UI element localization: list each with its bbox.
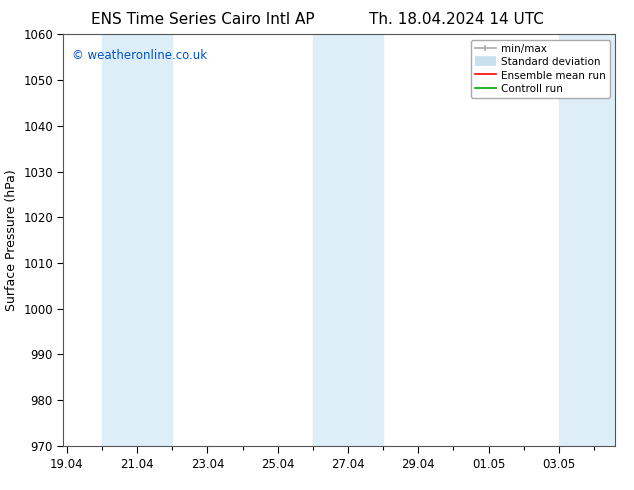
Bar xyxy=(313,34,383,446)
Text: ENS Time Series Cairo Intl AP: ENS Time Series Cairo Intl AP xyxy=(91,12,314,27)
Text: Th. 18.04.2024 14 UTC: Th. 18.04.2024 14 UTC xyxy=(369,12,544,27)
Legend: min/max, Standard deviation, Ensemble mean run, Controll run: min/max, Standard deviation, Ensemble me… xyxy=(470,40,610,98)
Text: © weatheronline.co.uk: © weatheronline.co.uk xyxy=(72,49,207,62)
Bar xyxy=(102,34,172,446)
Bar xyxy=(559,34,615,446)
Y-axis label: Surface Pressure (hPa): Surface Pressure (hPa) xyxy=(4,169,18,311)
